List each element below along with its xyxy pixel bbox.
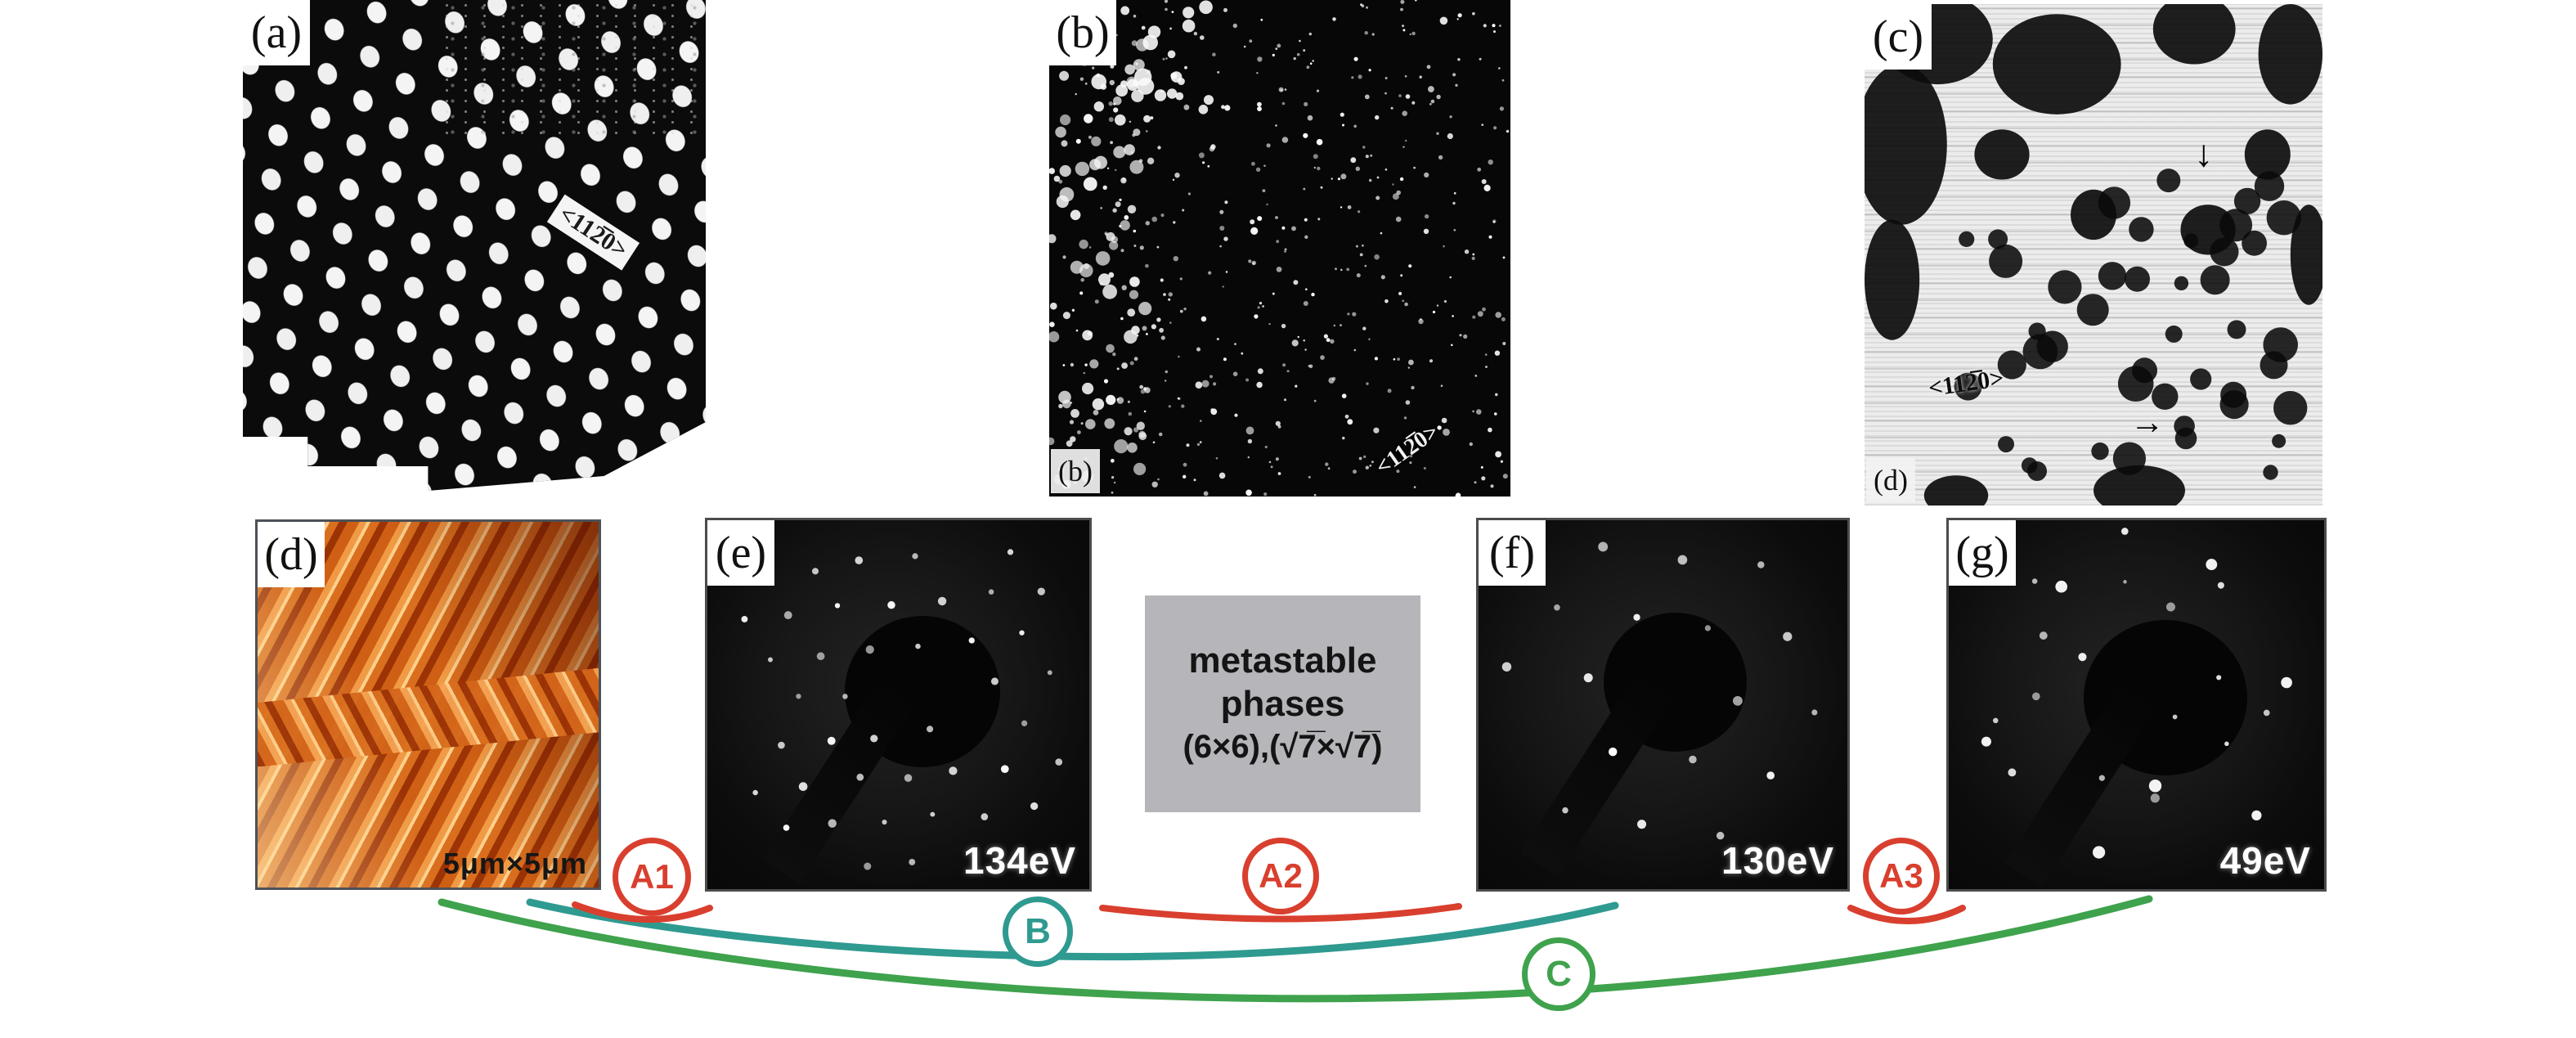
transition-label-a3: A3 (1863, 838, 1940, 914)
dark-blob-pattern (1865, 4, 2322, 506)
infobox-line-1: metastable (1188, 640, 1377, 681)
leed-spot-pattern (1981, 528, 2292, 859)
panel-b-label: (b) (1049, 0, 1116, 65)
noise-speckle (437, 0, 706, 137)
panel-a-label: (a) (243, 0, 310, 65)
panel-g-label: (g) (1949, 520, 2016, 586)
panel-e-energy-caption: 134eV (963, 839, 1076, 882)
arrow-c-path (438, 895, 2153, 1003)
panel-f-label: (f) (1479, 520, 1546, 586)
panel-a-stm-image: (a) <112̅0> (243, 0, 706, 491)
panel-d-afm-image: (d) 5μm×5μm (255, 519, 601, 890)
infobox-line-3: (6×6),(√7̅×√7̅) (1183, 729, 1383, 766)
panel-f-label-text: (f) (1489, 528, 1535, 578)
panel-c-stm-image: (c) (d) <112̅0> ↓ → (1865, 4, 2322, 506)
panel-f-energy-caption: 130eV (1721, 839, 1834, 882)
panel-c-down-arrow-icon: ↓ (2194, 132, 2214, 175)
panel-e-label: (e) (707, 520, 774, 586)
speckle-pattern (1049, 0, 1510, 497)
panel-c-label-text: (c) (1872, 11, 1924, 62)
panel-b-corner-label: (b) (1051, 449, 1100, 493)
panel-c-right-arrow-icon: → (2129, 402, 2165, 442)
panel-a-label-text: (a) (250, 7, 303, 58)
panel-e-label-text: (e) (715, 528, 767, 578)
panel-f-leed-image: (f) 130eV (1476, 518, 1850, 892)
panel-g-leed-image: (g) 49eV (1946, 518, 2327, 892)
transition-label-a2: A2 (1242, 838, 1319, 914)
transition-label-a1: A1 (613, 838, 691, 916)
panel-g-energy-caption: 49eV (2219, 839, 2311, 882)
panel-d-label: (d) (258, 522, 325, 587)
panel-c-corner-label: (d) (1866, 458, 1915, 502)
panel-e-leed-image: (e) 134eV (705, 518, 1092, 892)
panel-b-stm-image: (b) (b) <112̅0> (1049, 0, 1510, 497)
infobox-line-2: phases (1220, 683, 1345, 724)
transition-label-b: B (1003, 896, 1073, 967)
metastable-phases-infobox: metastable phases (6×6),(√7̅×√7̅) (1145, 595, 1420, 812)
panel-b-label-text: (b) (1056, 7, 1110, 58)
panel-d-scale-caption: 5μm×5μm (442, 847, 587, 880)
panel-c-label: (c) (1865, 4, 1932, 70)
leed-spot-pattern (741, 549, 1063, 870)
leed-spot-pattern (1501, 541, 1818, 840)
panel-g-label-text: (g) (1955, 528, 2009, 578)
transition-label-c: C (1522, 937, 1595, 1011)
panel-d-label-text: (d) (264, 529, 318, 580)
